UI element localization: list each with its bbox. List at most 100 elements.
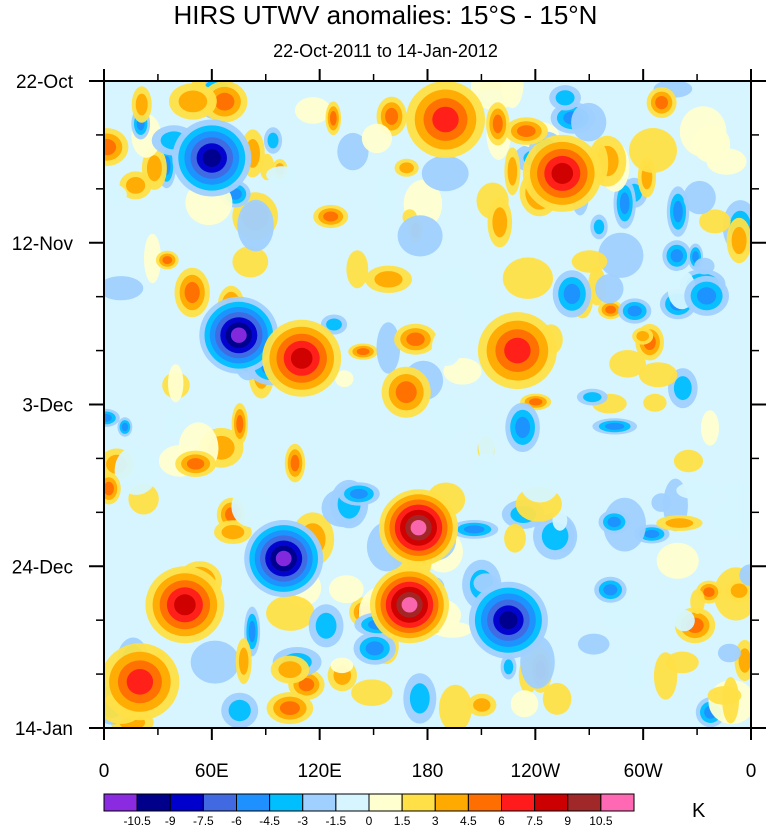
colorbar-swatch — [136, 793, 171, 812]
anomaly-texture-blob — [478, 414, 496, 466]
anomaly-texture-blob — [653, 652, 678, 700]
anomaly-texture-blob — [583, 392, 602, 403]
anomaly-texture-blob — [294, 97, 331, 124]
anomaly-texture-blob — [315, 612, 337, 639]
anomaly-texture-blob — [184, 281, 200, 304]
anomaly-texture-blob — [517, 125, 536, 137]
anomaly-texture-blob — [409, 683, 430, 714]
anomaly-texture-blob — [515, 416, 530, 438]
anomaly-texture-blob — [104, 481, 114, 496]
colorbar-swatch — [567, 793, 602, 812]
anomaly-texture-blob — [335, 370, 354, 388]
anomaly-texture-blob — [577, 633, 610, 655]
anomaly-texture-blob — [135, 93, 148, 116]
y-tick-label: 12-Nov — [12, 234, 74, 255]
anomaly-texture-blob — [703, 587, 715, 597]
anomaly-feature — [499, 611, 518, 630]
anomaly-texture-blob — [365, 641, 384, 656]
anomaly-texture-blob — [694, 257, 715, 275]
colorbar-swatch — [335, 793, 370, 812]
anomaly-texture-blob — [374, 271, 403, 288]
anomaly-feature — [202, 149, 221, 167]
anomaly-texture-blob — [186, 458, 205, 470]
anomaly-texture-blob — [267, 132, 279, 149]
x-tick-label: 120W — [511, 761, 561, 782]
anomaly-texture-blob — [598, 232, 644, 278]
anomaly-texture-blob — [712, 499, 751, 536]
anomaly-texture-blob — [473, 698, 491, 712]
anomaly-texture-blob — [385, 107, 399, 125]
anomaly-texture-blob — [670, 249, 683, 263]
anomaly-texture-blob — [232, 246, 269, 278]
anomaly-texture-blob — [503, 659, 514, 675]
colorbar-swatch — [236, 793, 271, 812]
anomaly-texture-blob — [248, 620, 256, 643]
colorbar-level-label: -9 — [165, 814, 176, 828]
anomaly-texture-blob — [542, 682, 572, 715]
anomaly-texture-blob — [563, 283, 581, 304]
anomaly-texture-blob — [104, 139, 117, 156]
x-tick-label: 0 — [746, 761, 757, 782]
anomaly-texture-blob — [190, 640, 240, 684]
anomaly-texture-blob — [241, 593, 271, 610]
anomaly-feature — [290, 347, 313, 369]
anomaly-texture-blob — [690, 589, 705, 614]
anomaly-texture-blob — [323, 211, 339, 222]
anomaly-texture-blob — [431, 328, 462, 367]
anomaly-texture-blob — [609, 350, 646, 378]
anomaly-texture-blob — [655, 96, 668, 110]
anomaly-texture-blob — [104, 369, 114, 406]
anomaly-texture-blob — [722, 482, 751, 504]
colorbar-swatch — [368, 793, 403, 812]
colorbar-level-label: -4.5 — [259, 814, 280, 828]
anomaly-texture-blob — [730, 583, 748, 598]
anomaly-texture-blob — [605, 422, 625, 430]
anomaly-texture-blob — [665, 518, 694, 528]
anomaly-texture-blob — [707, 686, 742, 705]
anomaly-texture-blob — [165, 405, 186, 437]
anomaly-texture-blob — [492, 207, 508, 238]
colorbar-swatch — [600, 793, 635, 812]
anomaly-texture-blob — [638, 362, 678, 388]
anomaly-texture-blob — [126, 177, 146, 194]
colorbar-level-label: 6 — [498, 814, 505, 828]
anomaly-texture-blob — [361, 123, 392, 154]
anomaly-texture-blob — [337, 132, 369, 171]
colorbar-level-label: -7.5 — [193, 814, 214, 828]
anomaly-texture-blob — [376, 170, 398, 219]
colorbar-swatch — [401, 793, 436, 812]
colorbar-swatch — [434, 793, 469, 812]
anomaly-texture-blob — [529, 398, 543, 406]
anomaly-texture-blob — [162, 256, 173, 265]
anomaly-texture-blob — [619, 192, 630, 215]
anomaly-texture-blob — [397, 215, 443, 257]
anomaly-texture-blob — [104, 184, 127, 205]
anomaly-texture-blob — [356, 348, 370, 356]
anomaly-texture-blob — [214, 92, 235, 111]
anomaly-texture-blob — [266, 595, 315, 631]
anomaly-texture-blob — [429, 395, 468, 440]
anomaly-texture-blob — [329, 111, 337, 126]
anomaly-feature — [551, 162, 574, 184]
anomaly-texture-blob — [346, 250, 369, 289]
y-tick-label: 22-Oct — [16, 72, 74, 93]
anomaly-texture-blob — [692, 251, 699, 263]
anomaly-texture-blob — [146, 155, 162, 182]
anomaly-texture-blob — [504, 524, 526, 553]
anomaly-texture-blob — [443, 358, 482, 385]
anomaly-feature — [126, 669, 154, 695]
anomaly-texture-blob — [278, 661, 302, 678]
anomaly-texture-blob — [571, 250, 608, 273]
anomaly-texture-blob — [290, 454, 300, 472]
anomaly-texture-blob — [104, 414, 112, 422]
anomaly-feature — [410, 520, 427, 536]
anomaly-texture-blob — [502, 257, 553, 300]
anomaly-texture-blob — [673, 449, 704, 473]
anomaly-texture-blob — [673, 376, 692, 401]
anomaly-feature — [504, 337, 531, 364]
chart-subtitle: 22-Oct-2011 to 14-Jan-2012 — [273, 41, 498, 61]
anomaly-texture-blob — [350, 488, 368, 499]
anomaly-texture-blob — [605, 305, 616, 314]
colorbar-level-label: 10.5 — [589, 814, 613, 828]
